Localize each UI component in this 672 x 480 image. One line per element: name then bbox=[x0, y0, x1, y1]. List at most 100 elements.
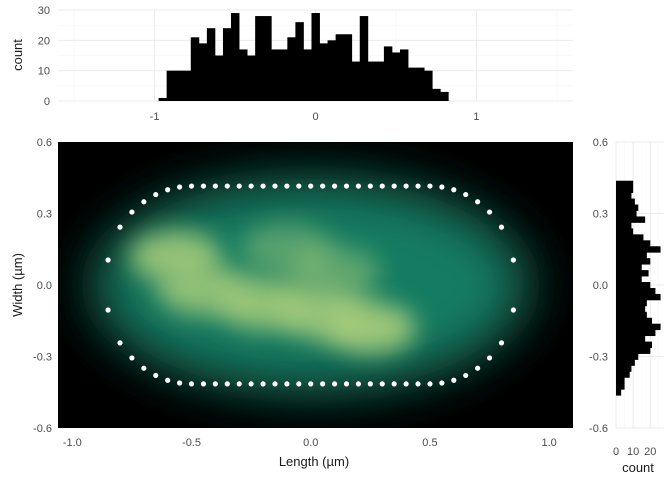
histogram-bar bbox=[206, 28, 216, 102]
outline-point bbox=[153, 191, 159, 198]
histogram-bar bbox=[616, 335, 646, 343]
outline-point bbox=[498, 224, 505, 230]
x-tick-label: -1.0 bbox=[63, 437, 82, 449]
histogram-bar bbox=[263, 16, 272, 101]
main-density-panel: -1.0 -0.5 0.0 0.5 1.0 -0.6 -0.3 0.0 0.3 0.6 Leng… bbox=[10, 137, 573, 469]
outline-point bbox=[379, 183, 385, 189]
outline-point bbox=[451, 187, 457, 193]
top-histogram-panel: -1 0 1 0 10 20 30 count bbox=[10, 5, 573, 123]
histogram-bar bbox=[311, 13, 320, 101]
outline-point bbox=[284, 381, 290, 387]
outline-point bbox=[475, 199, 481, 205]
outline-point bbox=[367, 183, 373, 189]
outline-point bbox=[308, 381, 314, 387]
outline-point bbox=[165, 187, 171, 193]
histogram-bar bbox=[247, 55, 256, 101]
histogram-bar bbox=[359, 16, 369, 101]
y-tick-label: 0.6 bbox=[37, 137, 52, 149]
outline-point bbox=[224, 183, 230, 189]
x-tick-label: 0.5 bbox=[422, 437, 437, 449]
histogram-bar bbox=[616, 371, 630, 378]
histogram-bar bbox=[383, 46, 393, 101]
x-tick-label: 1.0 bbox=[542, 437, 557, 449]
x-tick-label: 1 bbox=[473, 111, 479, 123]
histogram-bar bbox=[616, 216, 646, 223]
histogram-bar bbox=[616, 359, 635, 366]
histogram-bar bbox=[616, 240, 651, 247]
outline-point bbox=[236, 381, 242, 387]
histogram-bar bbox=[616, 270, 649, 277]
y-tick-label: 0.3 bbox=[593, 209, 608, 221]
histogram-bar bbox=[279, 49, 288, 101]
histogram-bar bbox=[190, 37, 200, 101]
right-histogram-y-ticks: -0.6 -0.3 0.0 0.3 0.6 bbox=[589, 137, 608, 435]
outline-point bbox=[486, 355, 493, 361]
histogram-bar bbox=[616, 252, 647, 259]
histogram-bar bbox=[616, 299, 647, 307]
histogram-bar bbox=[616, 323, 661, 331]
histogram-bar bbox=[255, 16, 264, 101]
outline-point bbox=[260, 381, 266, 387]
histogram-bar bbox=[616, 258, 651, 265]
cell-outline-points bbox=[105, 183, 516, 387]
histogram-bar bbox=[182, 70, 192, 101]
histogram-bar bbox=[616, 389, 622, 396]
outline-point bbox=[486, 209, 493, 215]
outline-point bbox=[176, 184, 183, 190]
outline-point bbox=[463, 372, 469, 379]
outline-point bbox=[284, 183, 290, 189]
histogram-bar bbox=[616, 305, 646, 313]
outline-point bbox=[212, 381, 218, 387]
outline-point bbox=[439, 380, 445, 386]
histogram-bar bbox=[375, 61, 385, 101]
main-y-ticks: -0.6 -0.3 0.0 0.3 0.6 bbox=[33, 137, 52, 435]
outline-point bbox=[451, 377, 457, 383]
right-histogram-x-ticks: 0 10 20 bbox=[613, 446, 656, 458]
histogram-bar bbox=[351, 61, 361, 101]
histogram-bar bbox=[616, 365, 632, 372]
histogram-bar bbox=[616, 186, 634, 194]
outline-point bbox=[248, 183, 254, 189]
x-tick-label: 20 bbox=[644, 446, 656, 458]
outline-point bbox=[165, 377, 171, 383]
histogram-bar bbox=[391, 52, 401, 101]
outline-point bbox=[439, 184, 445, 190]
outline-point bbox=[427, 381, 433, 387]
histogram-bar bbox=[303, 49, 312, 101]
outline-point bbox=[200, 183, 207, 189]
density-field bbox=[80, 167, 541, 403]
outline-point bbox=[153, 372, 159, 379]
y-tick-label: -0.3 bbox=[589, 352, 608, 364]
outline-point bbox=[463, 191, 469, 198]
histogram-bar bbox=[616, 222, 632, 229]
y-tick-label: -0.6 bbox=[33, 423, 52, 435]
right-histogram-bars bbox=[616, 180, 661, 396]
histogram-bar bbox=[616, 192, 632, 200]
outline-point bbox=[391, 381, 397, 387]
histogram-bar bbox=[198, 43, 208, 101]
y-tick-label: 0.6 bbox=[593, 137, 608, 149]
outline-point bbox=[272, 381, 278, 387]
top-histogram-y-title: count bbox=[10, 39, 25, 71]
histogram-bar bbox=[616, 276, 642, 283]
y-tick-label: 0.3 bbox=[37, 209, 52, 221]
histogram-bar bbox=[616, 204, 639, 211]
density-hotspot bbox=[324, 301, 417, 354]
outline-point bbox=[427, 183, 433, 189]
histogram-bar bbox=[616, 228, 634, 235]
histogram-bar bbox=[616, 383, 625, 390]
outline-point bbox=[236, 183, 242, 189]
y-tick-label: -0.3 bbox=[33, 352, 52, 364]
outline-point bbox=[415, 183, 421, 189]
top-histogram-y-ticks: 0 10 20 30 bbox=[38, 5, 50, 108]
outline-point bbox=[260, 183, 266, 189]
histogram-bar bbox=[166, 70, 176, 101]
histogram-bar bbox=[616, 264, 642, 271]
histogram-bar bbox=[616, 317, 652, 325]
x-tick-label: -1 bbox=[150, 111, 160, 123]
y-tick-label: 30 bbox=[38, 5, 50, 17]
outline-point bbox=[343, 381, 350, 387]
right-histogram-x-title: count bbox=[622, 460, 654, 475]
outline-point bbox=[117, 340, 123, 346]
outline-point bbox=[248, 381, 254, 387]
